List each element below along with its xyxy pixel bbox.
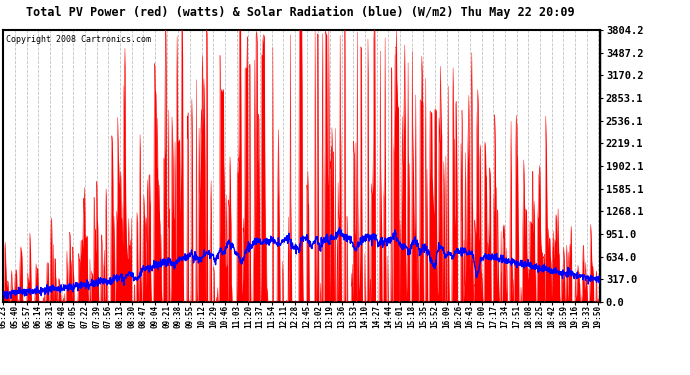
Text: Copyright 2008 Cartronics.com: Copyright 2008 Cartronics.com xyxy=(6,36,151,45)
Text: Total PV Power (red) (watts) & Solar Radiation (blue) (W/m2) Thu May 22 20:09: Total PV Power (red) (watts) & Solar Rad… xyxy=(26,6,575,19)
